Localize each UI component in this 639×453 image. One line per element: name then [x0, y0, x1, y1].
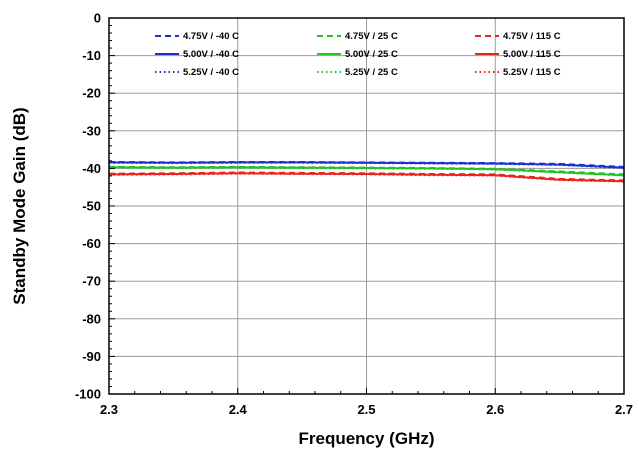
y-tick-label: -10 — [82, 48, 101, 63]
series-layer — [108, 161, 625, 183]
y-tick-label: -30 — [82, 123, 101, 138]
x-tick-label: 2.4 — [229, 402, 248, 417]
legend-label: 4.75V / 115 C — [503, 31, 561, 42]
y-tick-label: -20 — [82, 86, 101, 101]
legend-label: 4.75V / -40 C — [183, 31, 239, 42]
y-tick-label: -80 — [82, 311, 101, 326]
y-tick-label: -40 — [82, 161, 101, 176]
legend: 4.75V / -40 C 5.00V / -40 C 5.25V / -40 C 4… — [155, 31, 561, 78]
series-line — [108, 161, 625, 169]
y-tick-label: -90 — [82, 349, 101, 364]
legend-label: 5.25V / -40 C — [183, 67, 239, 78]
y-tick-label: -70 — [82, 274, 101, 289]
y-tick-label: 0 — [94, 11, 101, 26]
y-tick-label: -50 — [82, 199, 101, 214]
legend-label: 5.00V / 25 C — [345, 49, 398, 60]
legend-label: 5.25V / 25 C — [345, 67, 398, 78]
x-tick-label: 2.5 — [357, 402, 375, 417]
legend-label: 5.25V / 115 C — [503, 67, 561, 78]
y-tick-label: -60 — [82, 236, 101, 251]
y-axis-label: Standby Mode Gain (dB) — [10, 107, 29, 304]
ticks: 2.3 2.4 2.5 2.6 2.7 0 -10 -20 -30 -40 -50 -60 -70 -80… — [75, 11, 633, 418]
legend-label: 4.75V / 25 C — [345, 31, 398, 42]
series-line — [108, 172, 625, 183]
legend-label: 5.00V / 115 C — [503, 49, 561, 60]
x-tick-label: 2.3 — [100, 402, 118, 417]
x-tick-label: 2.6 — [486, 402, 504, 417]
x-axis-label: Frequency (GHz) — [298, 429, 434, 448]
legend-label: 5.00V / -40 C — [183, 49, 239, 60]
series-line — [108, 166, 625, 177]
x-tick-label: 2.7 — [615, 402, 633, 417]
y-tick-label: -100 — [75, 387, 101, 402]
